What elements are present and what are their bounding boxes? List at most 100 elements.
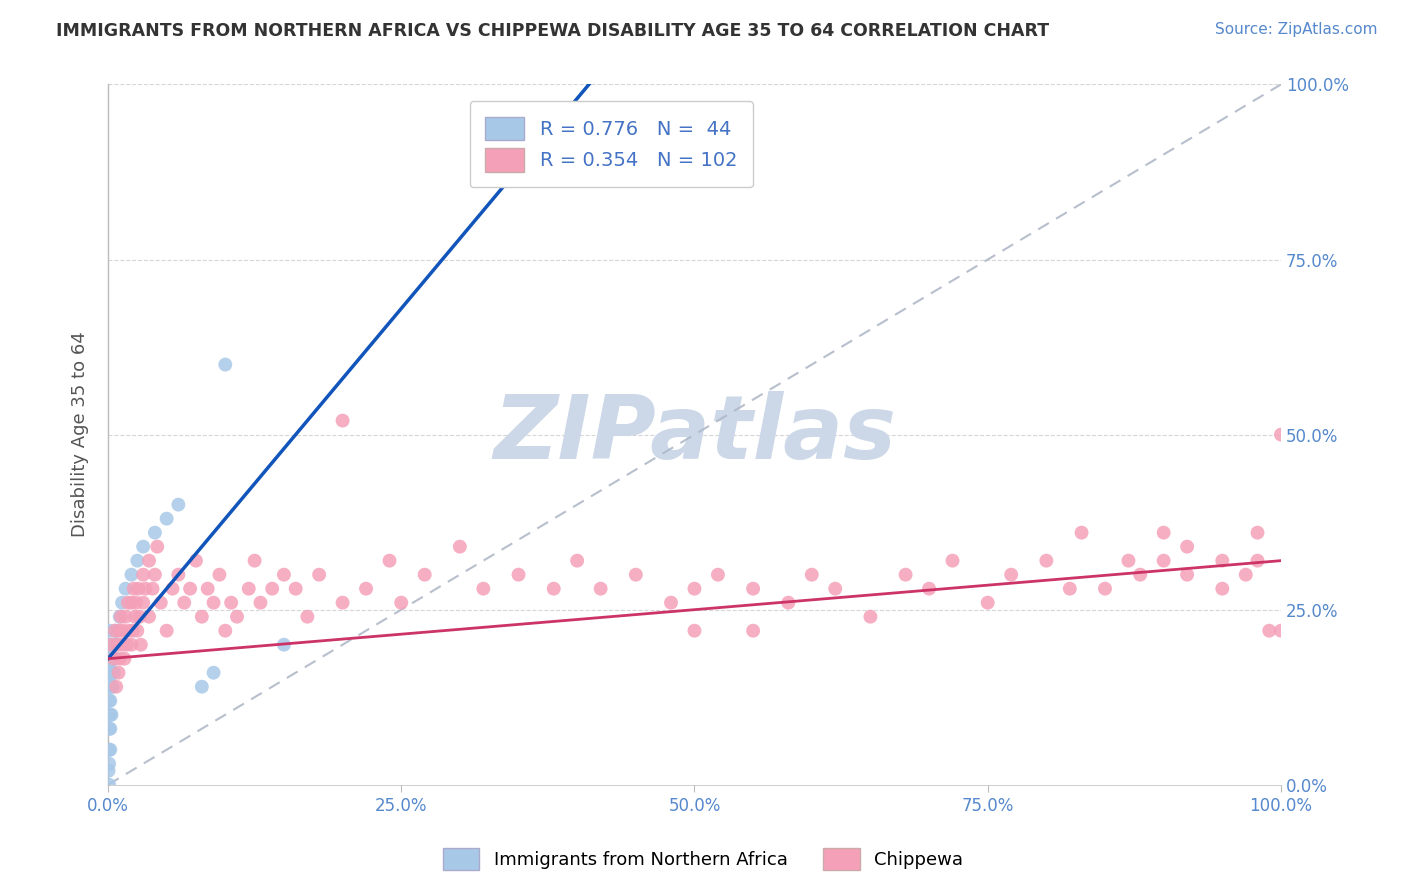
Point [97,764,120,778]
Point [273,567,295,582]
Point [146,540,169,554]
Point [243,554,266,568]
Point [214,358,236,372]
Point [413,567,436,582]
Point [1234,567,1257,582]
Point [354,582,377,596]
Point [118,624,141,638]
Point [98,651,121,665]
Point [262,582,284,596]
Point [120,638,142,652]
Y-axis label: Disability Age 35 to 64: Disability Age 35 to 64 [72,332,89,538]
Point [238,582,260,596]
Text: ZIPatlas: ZIPatlas [494,391,896,478]
Point [824,582,846,596]
Point [191,609,214,624]
Point [105,624,128,638]
Point [208,567,231,582]
Point [111,638,134,652]
Point [800,567,823,582]
Point [143,525,166,540]
Point [98,743,121,757]
Point [1175,540,1198,554]
Point [683,624,706,638]
Point [105,638,128,652]
Point [132,596,155,610]
Point [103,651,125,665]
Point [100,707,122,722]
Point [1094,582,1116,596]
Point [202,665,225,680]
Point [149,596,172,610]
Point [226,609,249,624]
Point [108,609,131,624]
Point [100,638,122,652]
Point [332,414,354,428]
Point [132,567,155,582]
Point [121,624,143,638]
Point [683,582,706,596]
Point [378,554,401,568]
Point [624,567,647,582]
Point [127,554,149,568]
Point [101,680,124,694]
Point [1153,525,1175,540]
Text: Source: ZipAtlas.com: Source: ZipAtlas.com [1215,22,1378,37]
Point [567,554,589,568]
Point [115,638,138,652]
Point [707,567,730,582]
Point [162,582,184,596]
Point [112,651,135,665]
Point [138,609,160,624]
Point [1270,624,1292,638]
Text: IMMIGRANTS FROM NORTHERN AFRICA VS CHIPPEWA DISABILITY AGE 35 TO 64 CORRELATION : IMMIGRANTS FROM NORTHERN AFRICA VS CHIPP… [56,22,1049,40]
Point [332,596,354,610]
Point [1000,567,1022,582]
Point [111,596,134,610]
Legend: Immigrants from Northern Africa, Chippewa: Immigrants from Northern Africa, Chippew… [436,841,970,878]
Point [1175,567,1198,582]
Point [778,596,800,610]
Point [284,582,307,596]
Point [105,638,128,652]
Point [135,582,157,596]
Point [977,596,1000,610]
Point [138,554,160,568]
Point [100,638,122,652]
Point [98,707,121,722]
Point [184,554,207,568]
Legend: R = 0.776   N =  44, R = 0.354   N = 102: R = 0.776 N = 44, R = 0.354 N = 102 [470,101,752,187]
Point [98,722,121,736]
Point [98,694,121,708]
Point [98,680,121,694]
Point [589,582,612,596]
Point [1059,582,1081,596]
Point [173,596,195,610]
Point [659,596,682,610]
Point [1246,525,1268,540]
Point [273,638,295,652]
Point [108,651,131,665]
Point [124,609,146,624]
Point [98,665,121,680]
Point [742,582,765,596]
Point [104,624,127,638]
Point [179,582,201,596]
Point [98,778,121,792]
Point [941,554,963,568]
Point [103,638,125,652]
Point [98,658,121,673]
Point [202,596,225,610]
Point [308,567,330,582]
Point [1118,554,1140,568]
Point [98,638,121,652]
Point [143,567,166,582]
Point [1211,582,1233,596]
Point [108,624,131,638]
Point [167,567,190,582]
Point [120,567,142,582]
Point [120,596,142,610]
Point [918,582,941,596]
Point [98,743,121,757]
Point [98,624,121,638]
